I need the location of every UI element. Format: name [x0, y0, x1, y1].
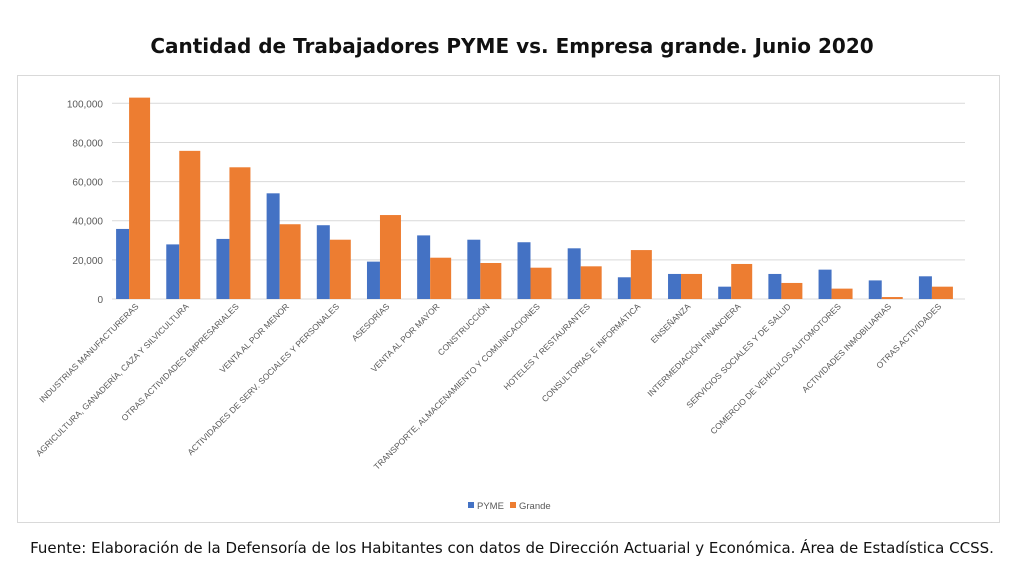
- chart-frame: [17, 75, 1000, 523]
- x-tick-label: TRANSPORTE, ALMACENAMIENTO Y COMUNICACIO…: [372, 301, 543, 472]
- y-tick-label: 60,000: [72, 178, 103, 189]
- bar-pyme: [768, 273, 782, 299]
- y-tick-label: 40,000: [72, 217, 103, 228]
- bar-grande: [630, 250, 652, 299]
- x-tick-label: ASESORÍAS: [350, 301, 392, 343]
- x-tick-label: SERVICIOS SOCIALES Y DE SALUD: [684, 301, 793, 410]
- bar-grande: [379, 215, 401, 299]
- bar-pyme: [266, 193, 280, 299]
- bar-pyme: [316, 225, 330, 299]
- bar-pyme: [166, 244, 180, 299]
- bar-pyme: [116, 228, 130, 299]
- bar-pyme: [668, 273, 682, 299]
- x-tick-label: HOTELES Y RESTAURANTES: [502, 301, 593, 392]
- legend-swatch-pyme: [468, 502, 474, 508]
- bar-grande: [881, 297, 903, 299]
- bar-pyme: [366, 261, 380, 299]
- y-tick-label: 0: [97, 295, 103, 306]
- x-tick-label: CONSTRUCCIÓN: [436, 301, 492, 357]
- y-tick-label: 20,000: [72, 256, 103, 267]
- bar-grande: [430, 257, 452, 299]
- bar-pyme: [417, 235, 431, 299]
- bar-pyme: [918, 276, 932, 299]
- x-tick-label: ACTIVIDADES INMOBILIARIAS: [800, 301, 893, 394]
- y-tick-label: 100,000: [67, 99, 104, 110]
- bar-grande: [129, 97, 151, 300]
- x-tick-label: CONSULTORIAS E INFORMÁTICA: [540, 301, 643, 404]
- chart-title: Cantidad de Trabajadores PYME vs. Empres…: [150, 34, 874, 58]
- bar-grande: [781, 282, 803, 299]
- source-footer: Fuente: Elaboración de la Defensoría de …: [30, 539, 994, 557]
- bar-grande: [681, 273, 703, 299]
- bar-grande: [329, 239, 351, 299]
- legend-label-pyme: PYME: [477, 501, 504, 512]
- x-tick-label: INTERMEDIACIÓN FINANCIERA: [645, 301, 742, 398]
- bar-grande: [931, 286, 953, 299]
- bar-pyme: [617, 277, 631, 299]
- bar-grande: [731, 263, 753, 299]
- y-tick-label: 80,000: [72, 138, 103, 149]
- bar-grande: [179, 150, 201, 299]
- legend-swatch-grande: [510, 502, 516, 508]
- bar-pyme: [868, 280, 882, 299]
- bar-grande: [279, 224, 301, 299]
- bar-grande: [480, 262, 502, 299]
- bar-pyme: [818, 269, 832, 299]
- x-tick-label: ENSEÑANZA: [649, 301, 693, 345]
- bar-pyme: [718, 286, 732, 299]
- bar-grande: [530, 267, 552, 299]
- bar-pyme: [216, 238, 230, 299]
- bar-grande: [580, 266, 602, 299]
- bar-pyme: [467, 239, 481, 299]
- legend-label-grande: Grande: [519, 501, 551, 512]
- bar-pyme: [517, 242, 531, 299]
- bar-pyme: [567, 248, 581, 299]
- x-tick-label: INDUSTRIAS MANUFACTURERAS: [37, 301, 140, 404]
- bar-grande: [831, 288, 853, 299]
- bar-grande: [229, 167, 251, 299]
